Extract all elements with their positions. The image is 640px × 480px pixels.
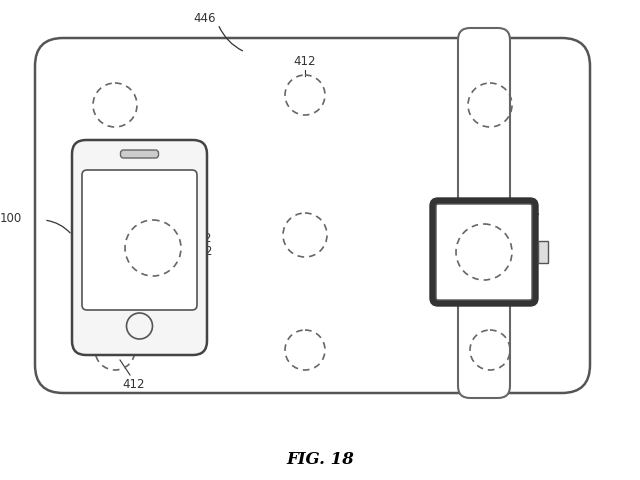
FancyBboxPatch shape <box>430 198 538 306</box>
Text: 100: 100 <box>0 212 22 225</box>
Text: 412: 412 <box>190 245 212 258</box>
Text: 300: 300 <box>510 205 532 218</box>
Text: 446: 446 <box>194 12 216 25</box>
Text: 412: 412 <box>122 378 145 391</box>
FancyBboxPatch shape <box>82 170 197 310</box>
FancyBboxPatch shape <box>436 204 532 300</box>
Text: 312: 312 <box>510 218 532 231</box>
Text: 412: 412 <box>294 55 316 68</box>
FancyBboxPatch shape <box>35 38 590 393</box>
FancyBboxPatch shape <box>120 150 159 158</box>
FancyBboxPatch shape <box>458 28 510 398</box>
Bar <box>538 241 548 263</box>
Text: 412: 412 <box>510 231 532 244</box>
FancyBboxPatch shape <box>72 140 207 355</box>
Text: 112: 112 <box>190 232 212 245</box>
Text: FIG. 18: FIG. 18 <box>286 452 354 468</box>
